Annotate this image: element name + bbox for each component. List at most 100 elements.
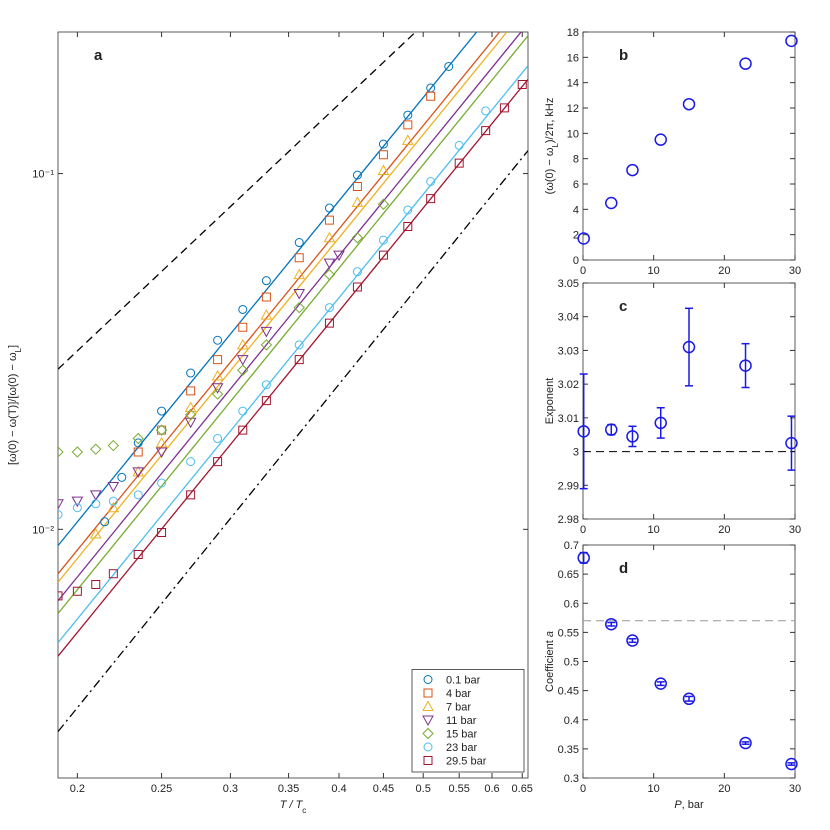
marker [184, 401, 197, 413]
marker [91, 579, 101, 589]
x-tick-label: 0.55 [448, 783, 469, 795]
fit-line [58, 65, 528, 644]
x-tick-label: 10 [648, 524, 660, 536]
x-axis-label-part: P [674, 799, 682, 811]
marker [91, 499, 101, 509]
y-tick-label: 3.04 [558, 312, 579, 324]
marker [481, 126, 491, 136]
legend-marker [423, 756, 433, 765]
marker [577, 232, 590, 245]
marker [213, 355, 223, 365]
marker [654, 677, 667, 690]
marker [213, 335, 223, 345]
marker [107, 481, 120, 493]
y-axis-label-part: Exponent [544, 378, 556, 424]
marker [626, 634, 639, 647]
marker [238, 406, 248, 416]
marker [378, 139, 388, 149]
y-axis-label-part: )/2π, kHz [544, 98, 556, 143]
x-tick-label: 0.35 [278, 783, 299, 795]
marker [155, 447, 168, 458]
marker [682, 97, 696, 111]
y-axis-label: (ω(0) − ωL)/2π, kHz [544, 98, 560, 195]
y-tick-label: 0.6 [564, 598, 579, 610]
marker [155, 424, 168, 436]
y-tick-label: 16 [567, 52, 579, 64]
y-axis-label-part: [ω(0) − ω(T)]/[ω(0) − ω [7, 352, 19, 465]
marker [260, 309, 273, 320]
marker [324, 303, 334, 313]
marker [403, 205, 413, 215]
x-tick-label: 30 [789, 265, 801, 277]
marker [58, 499, 64, 510]
marker [58, 446, 64, 458]
marker [454, 158, 464, 168]
x-tick-label: 20 [718, 265, 730, 277]
marker [89, 490, 102, 501]
marker [517, 79, 527, 89]
x-tick-label: 0.4 [331, 783, 346, 795]
marker [577, 551, 590, 565]
marker [377, 164, 390, 176]
plot-content [577, 551, 798, 771]
marker [682, 340, 696, 354]
x-tick-label: 30 [789, 783, 801, 795]
marker [90, 443, 102, 455]
y-tick-label: 3 [573, 447, 579, 459]
x-tick-label: 0 [580, 265, 586, 277]
y-tick-label: 3.01 [558, 413, 579, 425]
marker [236, 355, 249, 366]
marker [58, 591, 63, 601]
marker [293, 301, 305, 314]
legend-label: 23 bar [446, 742, 478, 754]
legend-marker [422, 700, 434, 711]
y-tick-label: 3.03 [558, 345, 579, 357]
y-tick-label: 10 [567, 128, 579, 140]
marker [71, 446, 84, 458]
y-tick-label: 8 [573, 154, 579, 166]
marker [481, 106, 491, 116]
marker [323, 268, 336, 281]
legend-marker [423, 688, 433, 698]
y-axis-label-sub: L [551, 143, 560, 148]
marker [654, 133, 667, 146]
marker [133, 438, 143, 448]
y-axis-label: [ω(0) − ω(T)]/[ω(0) − ωL] [7, 345, 23, 465]
marker [626, 163, 639, 177]
legend-label: 0.1 bar [446, 675, 481, 687]
marker [107, 501, 120, 513]
x-tick-label: 0 [580, 783, 586, 795]
marker [352, 267, 362, 277]
x-tick-label: 0.3 [223, 783, 238, 795]
marker [323, 258, 336, 270]
marker [211, 388, 224, 400]
marker [238, 425, 248, 435]
marker [186, 386, 196, 396]
marker [403, 110, 413, 120]
marker [403, 221, 413, 231]
marker [403, 120, 413, 130]
marker [237, 364, 249, 376]
y-tick-label: 3.02 [558, 379, 579, 391]
marker [186, 457, 196, 467]
x-tick-label: 10 [648, 265, 660, 277]
fit-line [58, 32, 508, 583]
y-axis-label-part: a [544, 631, 556, 637]
y-tick-label: 14 [567, 78, 579, 90]
marker [377, 198, 390, 210]
y-tick-label: 0.3 [564, 773, 579, 785]
plot-area [582, 31, 796, 261]
y-axis-label-part: Coefficient [544, 637, 556, 692]
y-tick-label: 0.5 [564, 657, 579, 669]
y-tick-label: 2.99 [558, 480, 579, 492]
legend-label: 4 bar [446, 688, 471, 700]
marker [89, 528, 102, 539]
fit-line [58, 32, 522, 602]
reference-line [58, 150, 528, 733]
marker [785, 34, 798, 48]
marker [294, 355, 304, 365]
marker [108, 569, 118, 579]
marker [352, 282, 362, 292]
y-tick-label: 18 [567, 27, 579, 39]
y-axis-label: Coefficient a [544, 631, 556, 692]
